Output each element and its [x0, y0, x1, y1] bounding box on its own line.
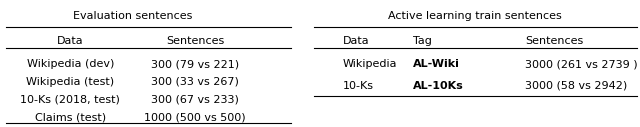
Text: Data: Data — [342, 36, 369, 46]
Text: AL-Wiki: AL-Wiki — [413, 59, 460, 69]
Text: 3000 (58 vs 2942): 3000 (58 vs 2942) — [525, 81, 627, 91]
Text: 10-Ks: 10-Ks — [342, 81, 373, 91]
Text: Sentences: Sentences — [166, 36, 225, 46]
Text: 3000 (261 vs 2739 ): 3000 (261 vs 2739 ) — [525, 59, 637, 69]
Text: 300 (79 vs 221): 300 (79 vs 221) — [151, 59, 239, 69]
Text: Active learning train sentences: Active learning train sentences — [388, 11, 562, 21]
Text: 300 (33 vs 267): 300 (33 vs 267) — [151, 77, 239, 87]
Text: Evaluation sentences: Evaluation sentences — [73, 11, 193, 21]
Text: 300 (67 vs 233): 300 (67 vs 233) — [151, 95, 239, 105]
Text: AL-10Ks: AL-10Ks — [413, 81, 463, 91]
Text: Wikipedia (dev): Wikipedia (dev) — [27, 59, 114, 69]
Text: Claims (test): Claims (test) — [35, 112, 106, 122]
Text: 1000 (500 vs 500): 1000 (500 vs 500) — [145, 112, 246, 122]
Text: Wikipedia: Wikipedia — [342, 59, 397, 69]
Text: Sentences: Sentences — [525, 36, 583, 46]
Text: Wikipedia (test): Wikipedia (test) — [26, 77, 115, 87]
Text: Data: Data — [57, 36, 84, 46]
Text: Tag: Tag — [413, 36, 431, 46]
Text: 10-Ks (2018, test): 10-Ks (2018, test) — [20, 95, 120, 105]
